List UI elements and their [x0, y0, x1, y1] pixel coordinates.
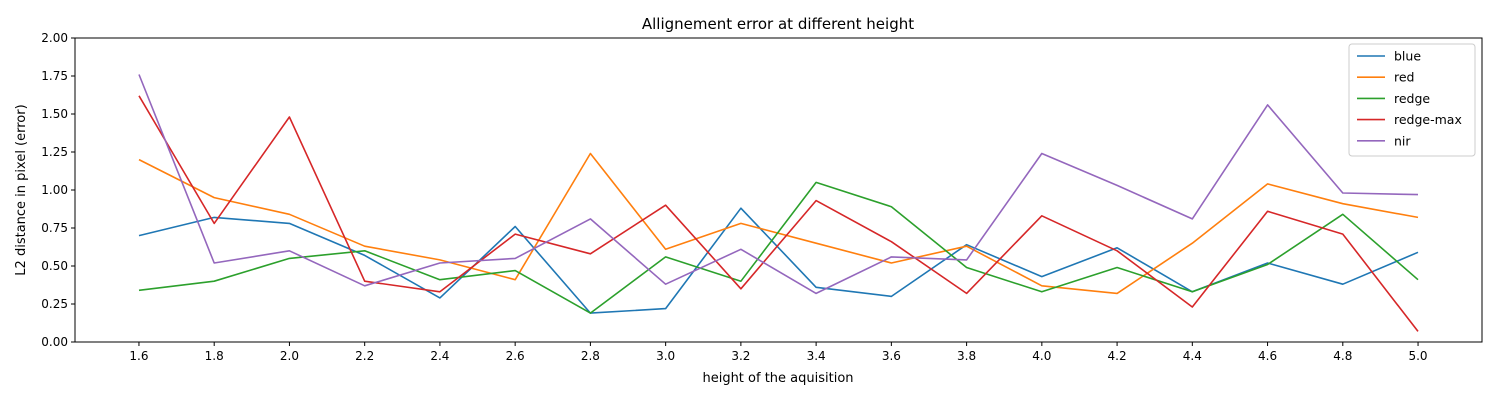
x-tick-label: 4.0 [1032, 349, 1051, 363]
x-tick-label: 2.2 [355, 349, 374, 363]
x-axis-label: height of the aquisition [702, 371, 853, 386]
x-tick-label: 4.6 [1258, 349, 1277, 363]
x-tick-label: 3.0 [656, 349, 675, 363]
x-tick-label: 3.8 [957, 349, 976, 363]
y-tick-label: 2.00 [41, 31, 68, 45]
y-tick-label: 1.00 [41, 183, 68, 197]
series-line-blue [138, 207, 1419, 314]
x-tick-label: 1.6 [129, 349, 148, 363]
legend-label: nir [1394, 133, 1411, 148]
x-tick-label: 2.0 [280, 349, 299, 363]
legend-label: redge-max [1394, 112, 1462, 127]
legend: blue red redge redge-max nir [1348, 43, 1476, 157]
x-tick-label: 5.0 [1408, 349, 1427, 363]
y-tick-label: 0.25 [41, 297, 68, 311]
y-tick-label: 1.25 [41, 145, 68, 159]
legend-label: blue [1394, 49, 1421, 64]
x-axis: 1.6 1.8 2.0 2.2 2.4 2.6 2.8 3.0 3.2 3.4 3.6 3.8 4.0 4… [129, 342, 1428, 363]
plot-frame [74, 37, 1483, 343]
legend-label: red [1394, 70, 1415, 85]
x-tick-label: 4.4 [1183, 349, 1202, 363]
y-tick-label: 0.50 [41, 259, 68, 273]
x-tick-label: 3.6 [882, 349, 901, 363]
series-line-nir [138, 74, 1419, 295]
series-layer [138, 74, 1419, 332]
y-axis: 0.00 0.25 0.50 0.75 1.00 1.25 1.50 1.75 2.00 [41, 31, 75, 349]
y-tick-label: 0.75 [41, 221, 68, 235]
x-tick-label: 1.8 [205, 349, 224, 363]
x-tick-label: 2.6 [506, 349, 525, 363]
series-line-redge-max [138, 95, 1419, 332]
legend-box [1348, 43, 1476, 157]
x-tick-label: 2.4 [430, 349, 449, 363]
y-tick-label: 0.00 [41, 335, 68, 349]
y-axis-label: L2 distance in pixel (error) [14, 104, 29, 275]
y-tick-label: 1.50 [41, 107, 68, 121]
chart-title: Allignement error at different height [642, 15, 914, 33]
y-tick-label: 1.75 [41, 69, 68, 83]
x-tick-label: 4.8 [1333, 349, 1352, 363]
legend-label: redge [1394, 91, 1430, 106]
x-tick-label: 3.4 [807, 349, 826, 363]
x-tick-label: 4.2 [1108, 349, 1127, 363]
series-line-red [138, 152, 1419, 295]
x-tick-label: 3.2 [731, 349, 750, 363]
x-tick-label: 2.8 [581, 349, 600, 363]
